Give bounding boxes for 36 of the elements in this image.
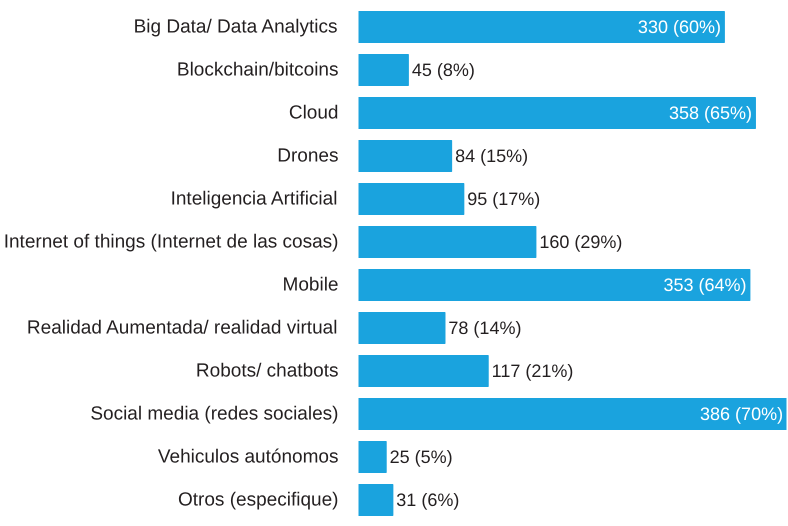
y-tick-label: Robots/ chatbots	[196, 360, 339, 382]
bar	[358, 398, 786, 430]
y-tick-label: Big Data/ Data Analytics	[134, 16, 338, 38]
data-label: 45 (8%)	[412, 60, 475, 80]
bar	[358, 140, 452, 172]
y-tick-label: Otros (especifique)	[178, 490, 339, 510]
data-label: 386 (70%)	[700, 404, 784, 424]
data-label: 84 (15%)	[455, 146, 528, 166]
data-label: 95 (17%)	[467, 189, 540, 209]
data-label: 358 (65%)	[668, 103, 752, 123]
bar	[358, 312, 446, 344]
bar	[358, 355, 489, 387]
data-label: 330 (60%)	[638, 17, 721, 37]
bar	[358, 226, 536, 258]
y-tick-label: Social media (redes sociales)	[90, 404, 339, 424]
y-tick-label: Internet of things (Internet de las cosas)	[4, 232, 339, 252]
bar	[358, 269, 750, 301]
y-tick-label: Cloud	[288, 102, 339, 124]
data-label: 78 (14%)	[448, 318, 522, 338]
bar	[358, 183, 464, 215]
data-label: 117 (21%)	[492, 361, 574, 381]
bar	[358, 484, 394, 516]
y-tick-label: Vehiculos autónomos	[158, 446, 339, 468]
data-label: 25 (5%)	[390, 447, 453, 467]
bar	[358, 11, 725, 43]
bar	[358, 441, 387, 473]
y-tick-label: Realidad Aumentada/ realidad virtual	[26, 318, 338, 338]
data-label: 160 (29%)	[539, 232, 622, 252]
y-tick-label: Mobile	[282, 274, 339, 296]
data-label: 31 (6%)	[396, 490, 460, 510]
y-tick-label: Drones	[277, 146, 338, 166]
bar	[358, 97, 756, 129]
data-label: 353 (64%)	[663, 275, 746, 295]
bar	[358, 54, 409, 86]
y-tick-label: Inteligencia Artificial	[170, 188, 338, 210]
y-tick-label: Blockchain/bitcoins	[176, 60, 339, 80]
